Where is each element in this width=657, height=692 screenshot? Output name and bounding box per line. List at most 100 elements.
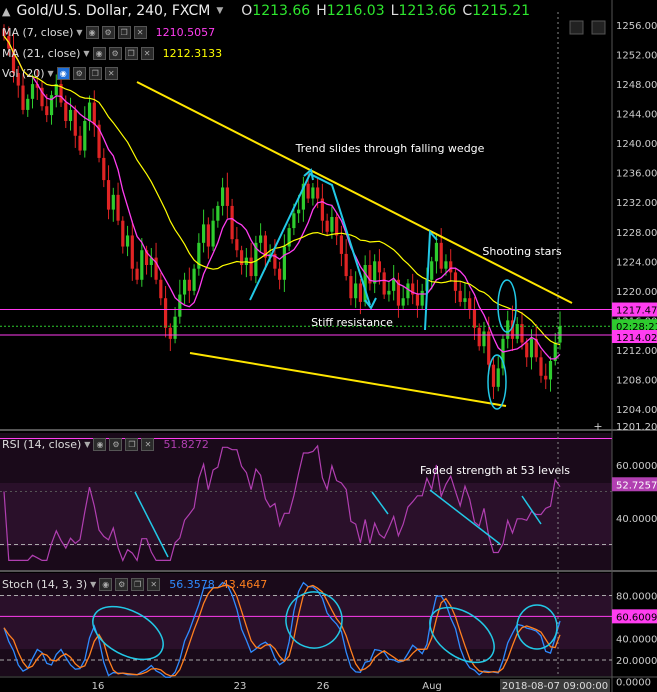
candle-body [401, 298, 405, 306]
close-icon[interactable]: ✕ [147, 578, 161, 591]
candle-body [320, 198, 324, 221]
chevron-down-icon[interactable]: ▼ [76, 28, 83, 37]
candle-body [373, 261, 377, 284]
candle-body [506, 320, 510, 339]
close-icon[interactable]: ✕ [133, 26, 147, 39]
candle-body [21, 85, 25, 110]
vol-label: Vol (20) [2, 67, 45, 80]
gear-icon[interactable]: ⚙ [72, 67, 86, 80]
candle-body [349, 276, 353, 299]
chevron-down-icon[interactable]: ▼ [90, 580, 97, 589]
time-tick-label: 23 [234, 681, 247, 692]
eye-icon[interactable]: ◉ [92, 47, 106, 60]
candle-body [140, 250, 144, 280]
vol-legend[interactable]: Vol (20) ▼ ◉ ⚙ ❐ ✕ [2, 67, 118, 80]
price-tick-label: 1248.00 [616, 80, 657, 91]
chevron-down-icon[interactable]: ▼ [84, 440, 91, 449]
candle-body [216, 205, 220, 221]
time-tick-label: 26 [317, 681, 330, 692]
candle-body [515, 324, 519, 339]
candle-body [297, 209, 301, 214]
close-label: C [462, 3, 473, 19]
copy-icon[interactable]: ❐ [124, 47, 138, 60]
candle-body [263, 235, 267, 258]
rsi-band-bg [0, 483, 612, 546]
candle-body [544, 375, 548, 380]
candle-body [182, 279, 187, 295]
candle-body [178, 294, 182, 317]
eye-icon[interactable]: ◉ [93, 438, 107, 451]
price-tag-time: 02:28:21 [616, 322, 657, 333]
low-ellipse [487, 354, 507, 410]
low-value: 1213.66 [398, 3, 457, 19]
stoch-band-bg [0, 595, 612, 649]
rsi-tag-bg [612, 477, 657, 492]
copy-icon[interactable]: ❐ [125, 438, 139, 451]
candle-body [149, 257, 153, 265]
candle-body [54, 84, 58, 96]
stoch-cycle-ellipse [429, 606, 495, 664]
price-tick-label: 1212.00 [616, 346, 657, 357]
price-tick-label: 1208.00 [616, 375, 657, 386]
candle-body [187, 279, 191, 291]
chevron-down-icon[interactable]: ▼ [83, 49, 90, 58]
candle-body [311, 187, 315, 199]
trend-arrow-up [424, 229, 438, 331]
candle-body [510, 320, 515, 339]
price-tick-label: 1252.00 [616, 51, 657, 62]
close-icon[interactable]: ✕ [141, 438, 155, 451]
candle-body [363, 265, 367, 302]
candle-body [254, 242, 258, 277]
copy-icon[interactable]: ❐ [131, 578, 145, 591]
faded-strength-annotation: Faded strength at 53 levels [420, 464, 570, 477]
candle-body [92, 102, 96, 125]
candle-body [106, 180, 111, 210]
candle-body [249, 257, 253, 277]
price-tick-label: 1224.00 [616, 257, 657, 268]
copy-icon[interactable]: ❐ [117, 26, 131, 39]
candle-body [558, 326, 562, 343]
eye-icon[interactable]: ◉ [85, 26, 99, 39]
close-icon[interactable]: ✕ [104, 67, 118, 80]
gear-icon[interactable]: ⚙ [115, 578, 129, 591]
collapse-arrow-icon[interactable]: ▲ [2, 4, 11, 18]
candle-body [192, 268, 196, 291]
chevron-down-icon[interactable]: ▼ [47, 69, 54, 78]
candle-body [173, 316, 177, 339]
ma21-value: 1212.3133 [162, 47, 223, 60]
gear-icon[interactable]: ⚙ [109, 438, 123, 451]
stoch-legend[interactable]: Stoch (14, 3, 3) ▼ ◉ ⚙ ❐ ✕ 56.3578 43.46… [2, 578, 267, 591]
gear-icon[interactable]: ⚙ [108, 47, 122, 60]
stoch-k-value: 56.3578 [169, 578, 215, 591]
candle-body [358, 283, 363, 302]
rsi-tag: 52.7257 [616, 480, 657, 491]
ma21-legend[interactable]: MA (21, close) ▼ ◉ ⚙ ❐ ✕ 1212.3133 [2, 47, 222, 60]
eye-off-icon[interactable]: ◉ [56, 67, 70, 80]
candle-body [520, 324, 524, 343]
candle-body [292, 213, 296, 229]
close-icon[interactable]: ✕ [140, 47, 154, 60]
rsi-value: 51.8272 [163, 438, 209, 451]
candle-body [30, 84, 35, 99]
gear-icon[interactable]: ⚙ [101, 26, 115, 39]
price-tick-label: 1220.00 [616, 287, 657, 298]
eye-icon[interactable]: ◉ [99, 578, 113, 591]
symbol-title[interactable]: Gold/U.S. Dollar, 240, FXCM [16, 3, 211, 19]
candle-body [392, 279, 396, 291]
rsi-tick-label: 60.0000 [616, 461, 657, 472]
candle-body [382, 272, 386, 295]
rsi-legend[interactable]: RSI (14, close) ▼ ◉ ⚙ ❐ ✕ 51.8272 [2, 438, 209, 451]
candle-body [501, 338, 505, 369]
candle-body [197, 242, 201, 269]
candle-body [477, 327, 481, 347]
candle-body [282, 246, 286, 280]
candle-body [168, 327, 172, 339]
time-cursor-bg [500, 679, 610, 692]
candle-body [83, 121, 87, 151]
price-tag-lower: 1214.02 [616, 333, 657, 344]
chevron-down-icon[interactable]: ▼ [216, 6, 224, 16]
candle-body [26, 98, 30, 110]
ma7-legend[interactable]: MA (7, close) ▼ ◉ ⚙ ❐ ✕ 1210.5057 [2, 26, 215, 39]
copy-icon[interactable]: ❐ [88, 67, 102, 80]
